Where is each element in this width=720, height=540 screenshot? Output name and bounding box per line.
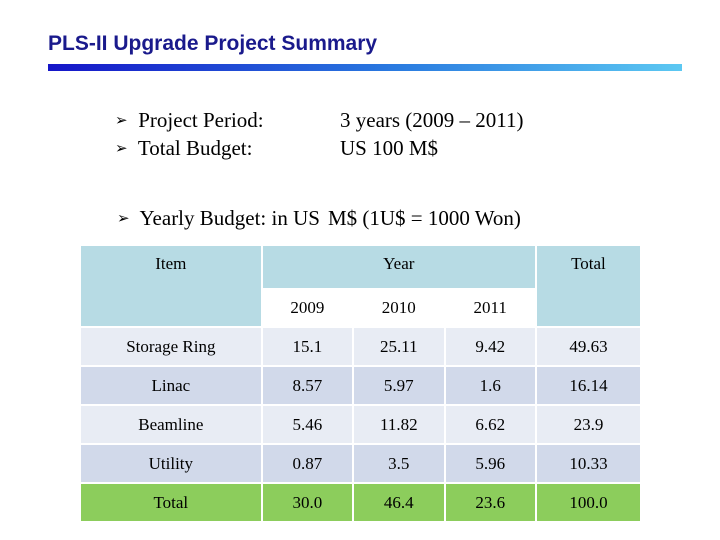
bullet-yearly-budget: ➢ Yearly Budget: in US M$ (1U$ = 1000 Won…: [117, 206, 521, 231]
row-item: Total: [79, 482, 263, 523]
bullet-total-budget: ➢ Total Budget: US 100 M$: [115, 136, 438, 161]
row-value: 9.42: [443, 326, 537, 367]
row-total: 16.14: [534, 365, 643, 406]
bullet-label: Project Period:: [138, 108, 264, 132]
row-item: Linac: [79, 365, 263, 406]
header-year-2009: 2009: [260, 288, 355, 328]
row-value: 25.11: [352, 326, 446, 367]
table-header-row: Item Year Total: [79, 244, 643, 328]
header-year: Year: [260, 244, 537, 290]
header-total: Total: [534, 244, 643, 328]
budget-table: Item Year Total 2009 2010 2011 Storage R…: [79, 244, 643, 523]
row-value: 3.5: [352, 443, 446, 484]
row-total: 100.0: [534, 482, 643, 523]
bullet-value: 3 years (2009 – 2011): [340, 108, 524, 132]
table-row: Storage Ring 15.1 25.11 9.42 49.63: [79, 326, 643, 367]
yearly-budget-prefix: Yearly Budget: in US: [139, 206, 320, 230]
arrow-bullet-icon: ➢: [115, 139, 128, 157]
row-value: 6.62: [443, 404, 537, 445]
row-value: 5.46: [260, 404, 355, 445]
slide-title: PLS-II Upgrade Project Summary: [48, 32, 378, 55]
title-underline-bar: [48, 64, 682, 71]
row-value: 23.6: [443, 482, 537, 523]
row-item: Beamline: [79, 404, 263, 445]
bullet-project-period: ➢ Project Period: 3 years (2009 – 2011): [115, 108, 524, 133]
row-item: Utility: [79, 443, 263, 484]
row-value: 15.1: [260, 326, 355, 367]
row-item: Storage Ring: [79, 326, 263, 367]
table-row: Linac 8.57 5.97 1.6 16.14: [79, 365, 643, 406]
bullet-label: Total Budget:: [137, 136, 253, 160]
arrow-bullet-icon: ➢: [117, 209, 130, 227]
row-value: 30.0: [260, 482, 355, 523]
header-year-2010: 2010: [352, 288, 446, 328]
header-year-2011: 2011: [443, 288, 537, 328]
row-value: 8.57: [260, 365, 355, 406]
row-total: 23.9: [534, 404, 643, 445]
bullet-value: US 100 M$: [340, 136, 439, 160]
row-value: 5.97: [352, 365, 446, 406]
header-item: Item: [79, 244, 263, 328]
table-row: Utility 0.87 3.5 5.96 10.33: [79, 443, 643, 484]
table-year-row: 2009 2010 2011: [80, 288, 641, 328]
yearly-budget-suffix: M$ (1U$ = 1000 Won): [327, 206, 521, 230]
row-value: 0.87: [260, 443, 355, 484]
arrow-bullet-icon: ➢: [115, 111, 128, 129]
table-total-row: Total 30.0 46.4 23.6 100.0: [79, 482, 643, 523]
row-total: 10.33: [534, 443, 643, 484]
row-value: 11.82: [352, 404, 446, 445]
row-value: 1.6: [443, 365, 537, 406]
row-total: 49.63: [534, 326, 643, 367]
row-value: 5.96: [443, 443, 537, 484]
table-row: Beamline 5.46 11.82 6.62 23.9: [79, 404, 643, 445]
row-value: 46.4: [352, 482, 446, 523]
